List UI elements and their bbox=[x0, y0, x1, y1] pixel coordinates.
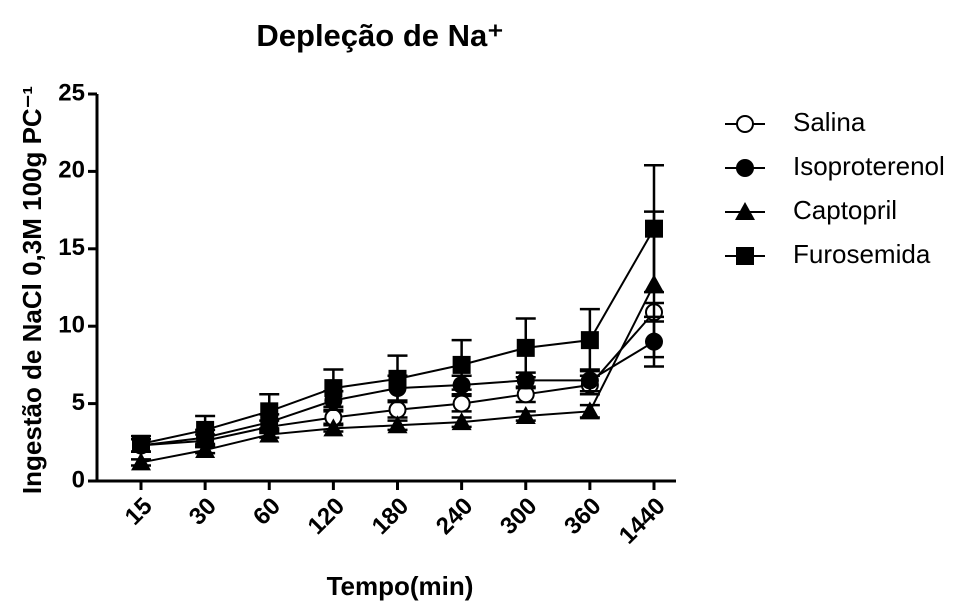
marker bbox=[323, 418, 344, 437]
marker bbox=[324, 379, 343, 398]
marker bbox=[579, 401, 600, 420]
y-tick-label: 5 bbox=[72, 389, 85, 416]
x-tick-label: 30 bbox=[184, 493, 222, 531]
y-tick-label: 25 bbox=[58, 79, 85, 106]
legend-label: Salina bbox=[793, 107, 866, 137]
legend-marker bbox=[736, 247, 754, 265]
x-tick-label: 300 bbox=[495, 493, 542, 540]
x-tick-label: 15 bbox=[120, 493, 158, 531]
marker bbox=[452, 394, 471, 413]
y-axis-label: Ingestão de NaCl 0,3M 100g PC⁻¹ bbox=[17, 86, 47, 494]
legend-label: Captopril bbox=[793, 195, 897, 225]
x-axis-label: Tempo(min) bbox=[327, 571, 474, 601]
marker bbox=[132, 434, 150, 453]
x-tick-label: 240 bbox=[431, 493, 478, 540]
y-tick-label: 10 bbox=[58, 312, 85, 339]
marker bbox=[259, 424, 280, 443]
legend-label: Furosemida bbox=[793, 239, 931, 269]
marker bbox=[580, 331, 599, 350]
marker bbox=[515, 405, 536, 424]
legend-marker bbox=[736, 115, 754, 133]
marker bbox=[451, 412, 472, 431]
x-tick-label: 60 bbox=[248, 493, 286, 531]
x-tick-label: 180 bbox=[367, 493, 414, 540]
x-tick-label: 120 bbox=[303, 493, 350, 540]
marker bbox=[195, 440, 216, 459]
y-tick-label: 20 bbox=[58, 157, 85, 184]
legend-marker bbox=[736, 159, 754, 177]
legend-label: Isoproterenol bbox=[793, 151, 945, 181]
marker bbox=[580, 371, 599, 390]
chart-title: Depleção de Na⁺ bbox=[256, 18, 503, 53]
marker bbox=[260, 402, 279, 421]
y-tick-label: 0 bbox=[72, 466, 85, 493]
marker bbox=[196, 420, 215, 439]
marker bbox=[388, 369, 407, 388]
marker bbox=[645, 219, 663, 238]
marker bbox=[131, 452, 151, 471]
marker bbox=[516, 371, 535, 390]
x-tick-label: 1440 bbox=[614, 493, 671, 550]
y-tick-label: 15 bbox=[58, 234, 85, 261]
x-tick-label: 360 bbox=[559, 493, 606, 540]
marker bbox=[387, 415, 408, 434]
marker bbox=[452, 355, 471, 374]
legend-marker bbox=[735, 202, 755, 220]
marker bbox=[516, 338, 535, 357]
